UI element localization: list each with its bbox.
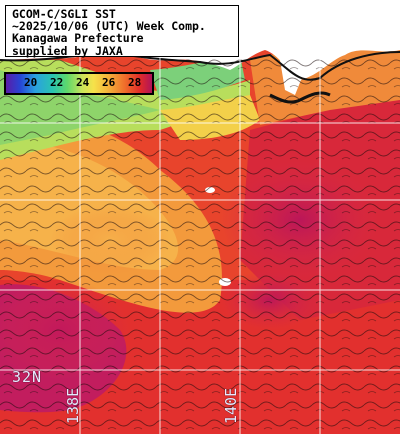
latitude-label: 32N [12, 368, 43, 386]
legend-tick: 26 [102, 76, 116, 89]
color-scale-legend: 20 22 24 26 28 [4, 72, 154, 95]
legend-tick: 24 [76, 76, 90, 89]
legend-tick: 22 [50, 76, 64, 89]
title-line: GCOM-C/SGLI SST [12, 7, 116, 21]
legend-tick: 20 [24, 76, 38, 89]
legend-tick: 28 [128, 76, 142, 89]
coastline-detail [269, 91, 331, 104]
longitude-label-east: 140E [222, 387, 240, 424]
isotherm-contours [0, 55, 400, 434]
region-line: Kanagawa Prefecture [12, 31, 144, 46]
longitude-label-west: 138E [64, 387, 82, 424]
title-box: GCOM-C/SGLI SST ~2025/10/06 (UTC) Week C… [5, 5, 239, 57]
date-line: ~2025/10/06 (UTC) Week Comp. [12, 19, 206, 34]
source-line: supplied by JAXA [12, 43, 123, 58]
